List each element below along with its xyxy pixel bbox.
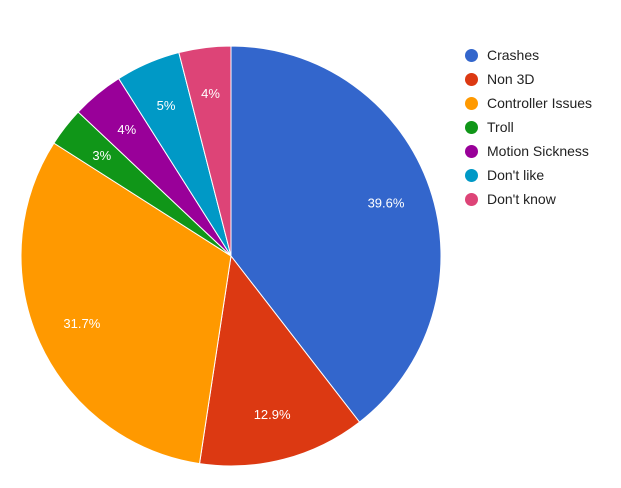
legend-label: Controller Issues — [487, 95, 593, 111]
pie-slice-0[interactable] — [230, 45, 442, 423]
pie-slice-label-5: 5% — [157, 98, 176, 113]
legend-item-1[interactable]: Non 3D — [465, 67, 592, 91]
legend-label: Non 3D — [487, 71, 535, 87]
legend-item-0[interactable]: Crashes — [465, 43, 592, 67]
legend-label: Motion Sickness — [487, 143, 589, 159]
pie-slice-1[interactable] — [198, 254, 361, 467]
legend-item-6[interactable]: Don't know — [465, 187, 592, 211]
pie-slice-label-3: 3% — [92, 148, 111, 163]
legend-label: Crashes — [487, 47, 540, 63]
legend-swatch-icon — [465, 168, 478, 182]
pie-slice-label-0: 39.6% — [368, 196, 405, 211]
legend-item-2[interactable]: Controller Issues — [465, 91, 592, 115]
legend-swatch-icon — [465, 144, 478, 158]
legend-item-5[interactable]: Don't like — [465, 163, 592, 187]
legend-item-3[interactable]: Troll — [465, 115, 592, 139]
pie-slice-label-4: 4% — [117, 122, 136, 137]
legend-swatch-icon — [465, 72, 478, 86]
pie-slice-label-2: 31.7% — [63, 316, 100, 331]
legend-swatch-icon — [465, 120, 478, 134]
legend-label: Troll — [487, 119, 514, 135]
legend-item-4[interactable]: Motion Sickness — [465, 139, 592, 163]
legend-swatch-icon — [465, 192, 478, 206]
pie-slice-6[interactable] — [178, 45, 232, 257]
legend-label: Don't like — [487, 167, 545, 183]
legend-label: Don't know — [487, 191, 556, 207]
pie-slice-label-6: 4% — [201, 86, 220, 101]
pie-slice-label-1: 12.9% — [254, 407, 291, 422]
legend-swatch-icon — [465, 96, 478, 110]
chart-legend: Crashes Non 3D Controller Issues Troll Motio… — [465, 43, 592, 211]
pie-slice-2[interactable] — [20, 142, 232, 465]
legend-swatch-icon — [465, 48, 478, 62]
